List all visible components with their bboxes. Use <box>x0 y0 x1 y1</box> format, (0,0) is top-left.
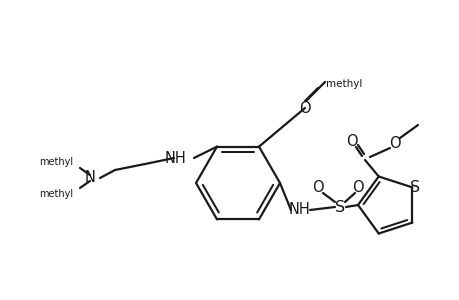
Text: methyl: methyl <box>39 189 73 199</box>
Text: NH: NH <box>289 202 310 217</box>
Text: O: O <box>298 100 310 116</box>
Text: methyl: methyl <box>39 157 73 167</box>
Text: methyl: methyl <box>325 79 362 89</box>
Text: S: S <box>334 200 344 214</box>
Text: S: S <box>409 180 420 195</box>
Text: O: O <box>388 136 400 151</box>
Text: O: O <box>352 181 363 196</box>
Text: N: N <box>85 170 96 185</box>
Text: O: O <box>346 134 357 148</box>
Text: NH: NH <box>164 151 185 166</box>
Text: O: O <box>312 181 323 196</box>
